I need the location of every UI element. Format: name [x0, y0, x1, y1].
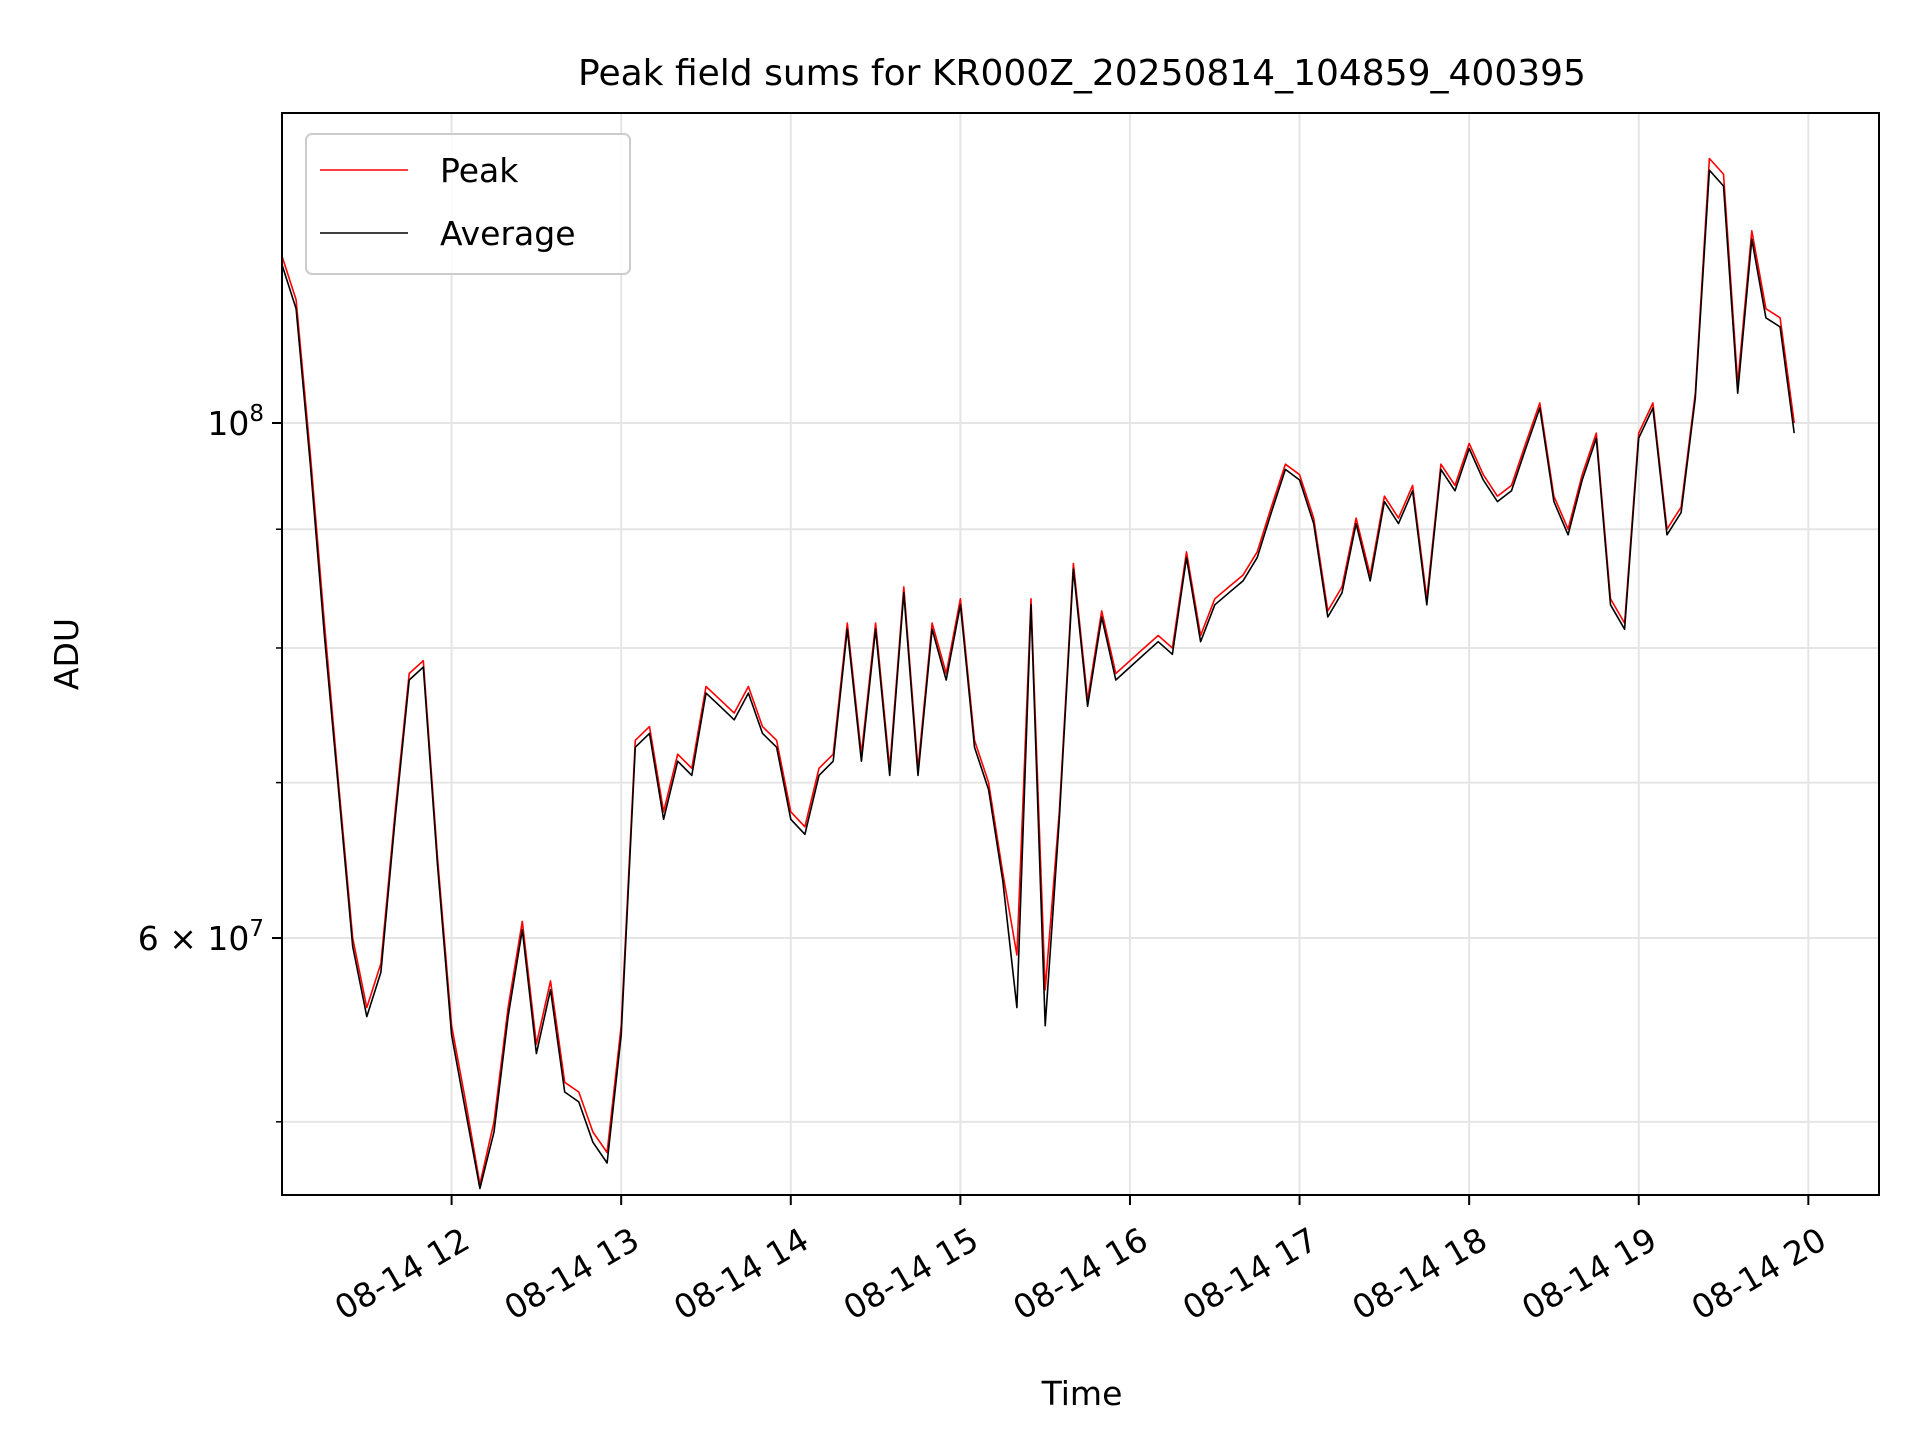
legend-label-peak: Peak	[440, 151, 519, 190]
grid-lines	[282, 113, 1879, 1195]
legend: Peak Average	[305, 133, 631, 275]
x-axis-label: Time	[1041, 1374, 1123, 1413]
legend-box	[305, 133, 631, 275]
plot-frame	[281, 112, 1880, 1196]
plot-series	[282, 157, 1795, 1190]
y-axis: 108 6 × 107	[138, 401, 282, 1123]
y-tick-label: 6 × 107	[138, 916, 264, 958]
y-axis-label: ADU	[47, 618, 86, 690]
legend-label-average: Average	[440, 214, 576, 253]
chart-title: Peak field sums for KR000Z_20250814_1048…	[578, 53, 1586, 94]
series-line-average	[282, 169, 1795, 1190]
y-tick-label: 108	[207, 401, 264, 443]
